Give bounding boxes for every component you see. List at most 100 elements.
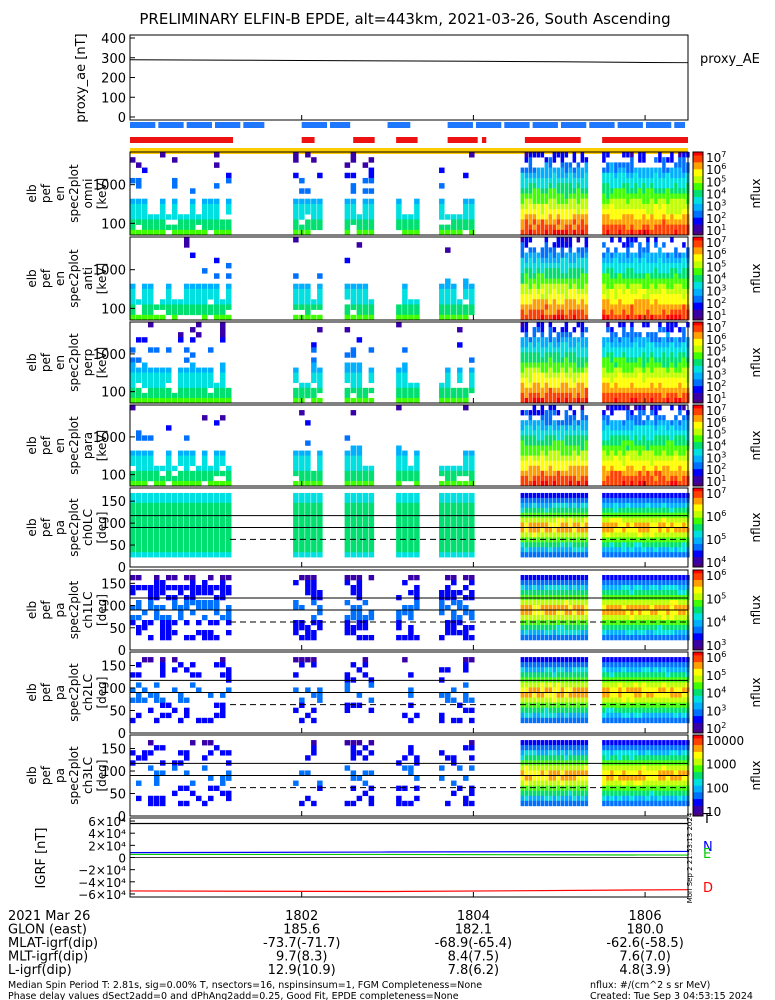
heatmap-cell [622, 600, 626, 606]
heatmap-cell [536, 188, 541, 194]
heatmap-cell [396, 542, 402, 548]
heatmap-cell [536, 262, 541, 269]
heatmap-cell [368, 157, 375, 163]
heatmap-cell [572, 224, 577, 231]
heatmap-cell [658, 347, 662, 353]
heatmap-cell [457, 309, 463, 316]
heatmap-cell [439, 288, 445, 295]
heatmap-cell [568, 420, 573, 426]
heatmap-cell [670, 237, 674, 243]
heatmap-cell [634, 314, 638, 321]
heatmap-cell [540, 278, 545, 284]
heatmap-cell [524, 337, 529, 343]
heatmap-cell [584, 517, 589, 523]
heatmap-cell [451, 547, 457, 553]
heatmap-cell [148, 314, 154, 321]
heatmap-cell [154, 552, 160, 558]
heatmap-cell [618, 198, 622, 205]
heatmap-cell [166, 507, 172, 513]
heatmap-cell [584, 224, 589, 231]
heatmap-cell [650, 425, 654, 431]
heatmap-cell [532, 590, 537, 596]
heatmap-cell [226, 552, 232, 558]
heatmap-cell [548, 450, 553, 456]
heatmap-cell [311, 502, 317, 509]
heatmap-cell [142, 229, 148, 236]
heatmap-cell [445, 229, 451, 236]
heatmap-cell [536, 635, 541, 641]
heatmap-cell [568, 299, 573, 305]
heatmap-cell [368, 502, 375, 509]
heatmap-cell [524, 278, 529, 284]
heatmap-cell [532, 547, 537, 553]
heatmap-cell [678, 537, 682, 543]
heatmap-cell [556, 268, 561, 274]
heatmap-cell [666, 309, 670, 316]
heatmap-cell [618, 203, 622, 210]
heatmap-cell [445, 392, 451, 399]
heatmap-cell [568, 247, 573, 253]
heatmap-cell [634, 193, 638, 199]
heatmap-cell [584, 492, 589, 499]
heatmap-cell [602, 625, 606, 631]
heatmap-cell [560, 440, 565, 446]
heatmap-cell [451, 304, 457, 310]
heatmap-cell [674, 517, 678, 523]
heatmap-cell [584, 620, 589, 626]
heatmap-cell [658, 304, 662, 310]
heatmap-cell [451, 283, 457, 290]
heatmap-cell [602, 183, 606, 189]
heatmap-cell [658, 507, 662, 513]
heatmap-cell [178, 304, 184, 310]
heatmap-cell [552, 352, 557, 358]
heatmap-cell [350, 527, 357, 533]
heatmap-cell [520, 273, 525, 279]
heatmap-cell [552, 575, 557, 581]
heatmap-cell [445, 314, 451, 321]
heatmap-cell [552, 382, 557, 389]
heatmap-cell [469, 497, 475, 504]
heatmap-cell [552, 337, 557, 343]
heatmap-cell [630, 610, 634, 616]
heatmap-cell [548, 347, 553, 353]
heatmap-cell [564, 620, 569, 626]
heatmap-cell [532, 299, 537, 305]
heatmap-cell [172, 547, 178, 553]
heatmap-cell [220, 547, 226, 553]
heatmap-cell [614, 203, 618, 210]
heatmap-cell [305, 480, 311, 487]
heatmap-cell [528, 314, 533, 321]
heatmap-cell [540, 475, 545, 482]
heatmap-cell [136, 475, 142, 482]
heatmap-cell [344, 304, 351, 310]
heatmap-cell [439, 198, 445, 205]
heatmap-cell [317, 517, 323, 523]
heatmap-cell [408, 630, 414, 636]
heatmap-cell [396, 309, 402, 316]
heatmap-cell [580, 532, 585, 538]
heatmap-cell [580, 580, 585, 586]
heatmap-cell [190, 532, 196, 538]
heatmap-cell [451, 517, 457, 523]
heatmap-cell [618, 262, 622, 269]
heatmap-cell [178, 377, 184, 384]
heatmap-cell [610, 425, 614, 431]
heatmap-cell [580, 247, 585, 253]
heatmap-cell [305, 294, 311, 300]
heatmap-cell [299, 304, 305, 310]
heatmap-cell [606, 229, 610, 236]
heatmap-cell [646, 247, 650, 253]
heatmap-cell [642, 352, 646, 358]
heatmap-cell [674, 600, 678, 606]
heatmap-cell [556, 219, 561, 225]
heatmap-cell [646, 203, 650, 210]
heatmap-cell [618, 480, 622, 487]
heatmap-cell [580, 167, 585, 174]
heatmap-cell [142, 314, 148, 321]
heatmap-cell [368, 198, 375, 205]
heatmap-cell [520, 262, 525, 269]
heatmap-cell [208, 527, 214, 533]
heatmap-cell [634, 610, 638, 616]
heatmap-cell [662, 198, 666, 205]
heatmap-cell [642, 492, 646, 499]
